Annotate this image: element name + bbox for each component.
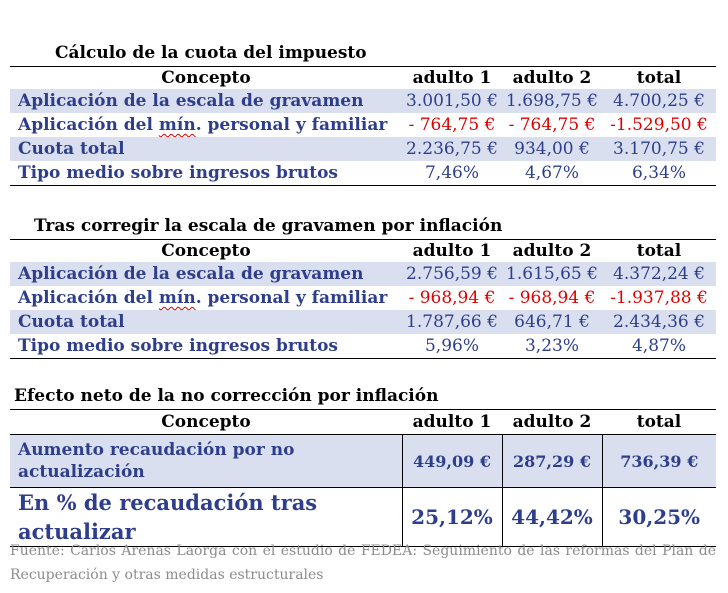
value-total: 736,39 € xyxy=(601,434,716,488)
row-label: Tipo medio sobre ingresos brutos xyxy=(10,334,402,359)
row-label: Aumento recaudación por no actualización xyxy=(10,434,402,488)
spellcheck-underlined-word: mín xyxy=(158,115,196,135)
table-tras-corregir: Concepto adulto 1 adulto 2 total Aplicac… xyxy=(10,239,716,359)
value-adulto2: 44,42% xyxy=(501,487,602,547)
row-label: Aplicación del mín. personal y familiar xyxy=(10,113,402,137)
table-header-row: Concepto adulto 1 adulto 2 total xyxy=(10,409,716,435)
value-adulto1: - 764,75 € xyxy=(408,115,496,135)
value-adulto2: - 968,94 € xyxy=(508,288,596,308)
value-adulto2: 3,23% xyxy=(502,334,602,359)
col-header-adulto2: adulto 2 xyxy=(502,239,602,262)
value-total: 2.434,36 € xyxy=(602,310,716,334)
col-header-adulto1: adulto 1 xyxy=(402,66,502,89)
table-row: En % de recaudación tras actualizar 25,1… xyxy=(10,487,716,547)
value-adulto2: 1.615,65 € xyxy=(502,262,602,286)
value-adulto2: 934,00 € xyxy=(502,137,602,161)
row-label: Tipo medio sobre ingresos brutos xyxy=(10,161,402,186)
row-label: Aplicación de la escala de gravamen xyxy=(10,89,402,113)
table-row: Tipo medio sobre ingresos brutos 5,96% 3… xyxy=(10,334,716,359)
row-label: Aplicación de la escala de gravamen xyxy=(10,262,402,286)
value-adulto2: 4,67% xyxy=(502,161,602,186)
col-header-adulto1: adulto 1 xyxy=(402,239,502,262)
value-total: 3.170,75 € xyxy=(602,137,716,161)
col-header-total: total xyxy=(602,409,716,435)
row-label: Aplicación del mín. personal y familiar xyxy=(10,286,402,310)
value-adulto1: 449,09 € xyxy=(401,434,502,488)
value-total: -1.937,88 € xyxy=(610,288,708,308)
table-row: Aplicación de la escala de gravamen 2.75… xyxy=(10,262,716,286)
table-row: Cuota total 2.236,75 € 934,00 € 3.170,75… xyxy=(10,137,716,161)
col-header-concepto: Concepto xyxy=(10,239,402,262)
value-adulto1: - 968,94 € xyxy=(408,288,496,308)
table-row: Aumento recaudación por no actualización… xyxy=(10,434,716,488)
value-total: -1.529,50 € xyxy=(610,115,708,135)
table-row: Aplicación del mín. personal y familiar … xyxy=(10,286,716,310)
section1-title: Cálculo de la cuota del impuesto xyxy=(55,43,367,63)
value-adulto1: 3.001,50 € xyxy=(402,89,502,113)
row-label: Cuota total xyxy=(10,310,402,334)
col-header-total: total xyxy=(602,66,716,89)
value-adulto1: 25,12% xyxy=(401,487,502,547)
table-header-row: Concepto adulto 1 adulto 2 total xyxy=(10,239,716,262)
table-cuota-impuesto: Concepto adulto 1 adulto 2 total Aplicac… xyxy=(10,66,716,186)
value-adulto2: 1.698,75 € xyxy=(502,89,602,113)
spellcheck-underlined-word: mín xyxy=(158,288,196,308)
value-adulto2: - 764,75 € xyxy=(508,115,596,135)
value-total: 6,34% xyxy=(602,161,716,186)
value-adulto1: 2.236,75 € xyxy=(402,137,502,161)
col-header-concepto: Concepto xyxy=(10,409,402,435)
value-total: 30,25% xyxy=(601,487,716,547)
table-row: Cuota total 1.787,66 € 646,71 € 2.434,36… xyxy=(10,310,716,334)
section2-title: Tras corregir la escala de gravamen por … xyxy=(34,216,503,236)
value-total: 4,87% xyxy=(602,334,716,359)
col-header-concepto: Concepto xyxy=(10,66,402,89)
value-adulto1: 1.787,66 € xyxy=(402,310,502,334)
row-label: Cuota total xyxy=(10,137,402,161)
col-header-total: total xyxy=(602,239,716,262)
value-adulto2: 646,71 € xyxy=(502,310,602,334)
value-adulto1: 5,96% xyxy=(402,334,502,359)
row-label-part: . personal y familiar xyxy=(195,288,388,308)
value-adulto1: 7,46% xyxy=(402,161,502,186)
col-header-adulto2: adulto 2 xyxy=(502,409,602,435)
source-note: Fuente: Carlos Arenas Laorga con el estu… xyxy=(10,543,716,583)
row-label-part: Aplicación del xyxy=(18,115,159,135)
col-header-adulto1: adulto 1 xyxy=(402,409,502,435)
section3-title: Efecto neto de la no corrección por infl… xyxy=(14,386,439,406)
table-row: Aplicación del mín. personal y familiar … xyxy=(10,113,716,137)
row-label-part: . personal y familiar xyxy=(195,115,388,135)
row-label: En % de recaudación tras actualizar xyxy=(10,487,402,547)
col-header-adulto2: adulto 2 xyxy=(502,66,602,89)
table-header-row: Concepto adulto 1 adulto 2 total xyxy=(10,66,716,89)
table-row: Aplicación de la escala de gravamen 3.00… xyxy=(10,89,716,113)
value-total: 4.700,25 € xyxy=(602,89,716,113)
row-label-part: Aplicación del xyxy=(18,288,159,308)
value-adulto2: 287,29 € xyxy=(501,434,602,488)
value-adulto1: 2.756,59 € xyxy=(402,262,502,286)
value-total: 4.372,24 € xyxy=(602,262,716,286)
table-efecto-neto: Concepto adulto 1 adulto 2 total Aumento… xyxy=(10,409,716,547)
table-row: Tipo medio sobre ingresos brutos 7,46% 4… xyxy=(10,161,716,186)
